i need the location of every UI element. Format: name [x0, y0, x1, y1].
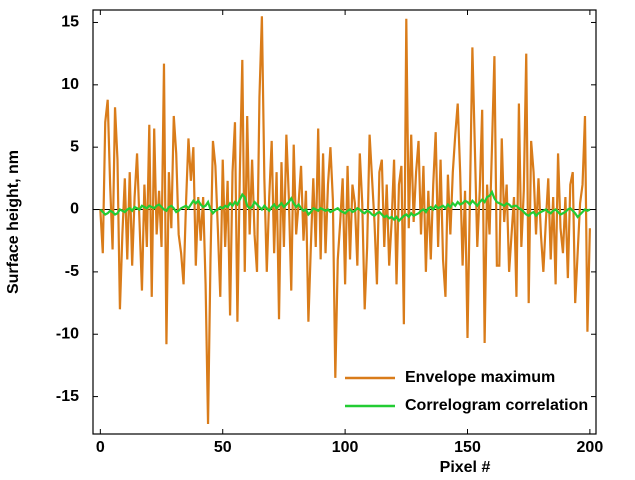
- y-axis-title: Surface height, nm: [5, 150, 22, 294]
- plot-frame: [92, 9, 597, 435]
- y-tick-label: -5: [65, 263, 79, 280]
- data-line: [99, 189, 591, 223]
- y-tick-label: -15: [56, 388, 79, 405]
- x-tick-label: 50: [214, 439, 232, 456]
- legend-label: Correlogram correlation: [405, 397, 588, 414]
- y-tick-label: 15: [61, 14, 79, 31]
- y-tick-label: 0: [70, 201, 79, 218]
- x-tick-label: 150: [454, 439, 481, 456]
- y-tick-label: 5: [70, 138, 79, 155]
- legend-label: Envelope maximum: [405, 369, 555, 386]
- x-tick-label: 0: [96, 439, 105, 456]
- x-tick-label: 200: [577, 439, 604, 456]
- x-tick-label: 100: [332, 439, 359, 456]
- x-axis-title: Pixel #: [440, 459, 491, 476]
- y-tick-label: -10: [56, 325, 79, 342]
- y-tick-label: 10: [61, 76, 79, 93]
- data-line: [99, 16, 591, 425]
